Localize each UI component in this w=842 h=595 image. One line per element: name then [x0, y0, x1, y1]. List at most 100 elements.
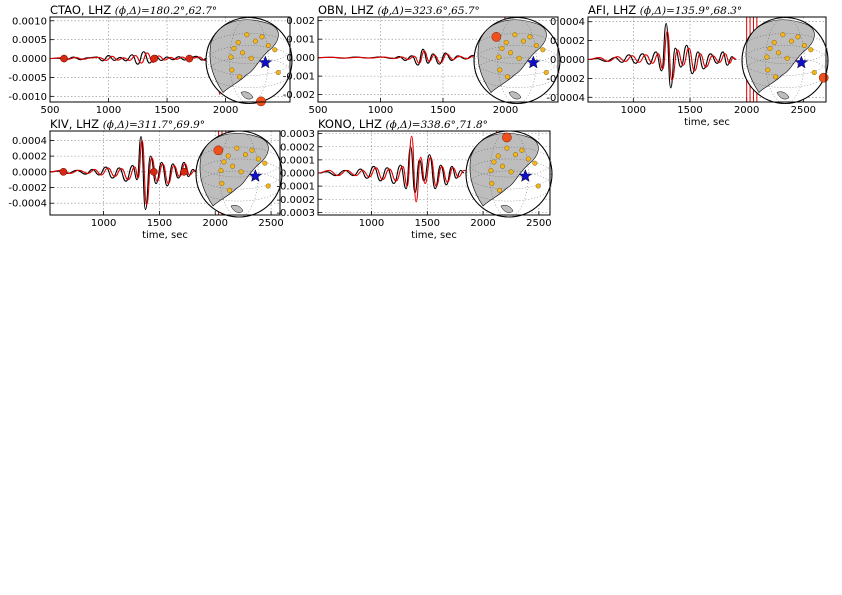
latitude-line [196, 146, 282, 178]
synthetic-trace [318, 135, 487, 203]
x-tick-label: 1500 [430, 105, 455, 116]
station-dot [218, 168, 224, 174]
panel-kono: KONO, LHZ (ϕ,Δ)=338.6°,71.8°0.00030.0002… [276, 117, 553, 241]
epicenter-star-icon [248, 168, 263, 182]
station-dot [272, 47, 278, 53]
selected-station-dot [213, 145, 224, 156]
y-tick-label: 0.001 [286, 35, 315, 46]
x-tick-label: 2000 [203, 218, 228, 229]
y-tick-label: 0.002 [286, 16, 315, 27]
station-dot [235, 39, 241, 45]
station-dot [228, 54, 234, 60]
station-dot [229, 67, 235, 73]
station-dot [497, 187, 503, 193]
station-dot [265, 183, 271, 189]
station-dot [234, 145, 240, 151]
latitude-line [474, 45, 560, 76]
epicenter-star-icon [794, 55, 809, 69]
y-tick-label: -0.0005 [8, 73, 47, 84]
x-tick-label: 2500 [258, 218, 283, 229]
x-tick-label: 2000 [734, 105, 759, 116]
station-dot [231, 45, 237, 51]
y-tick-label: -0.0004 [8, 199, 47, 210]
station-dot [238, 169, 244, 175]
y-tick-label: 0.0004 [550, 17, 585, 28]
island-shape [508, 91, 522, 100]
island-shape [500, 204, 514, 213]
station-dot [808, 47, 814, 53]
y-tick-label: 0.0001 [280, 155, 315, 166]
panel-title: KONO, LHZ (ϕ,Δ)=338.6°,71.8° [318, 117, 488, 131]
station-dot [225, 153, 231, 159]
x-tick-label: 1500 [154, 105, 179, 116]
x-axis-label: time, sec [684, 117, 730, 128]
station-dot [503, 39, 509, 45]
x-tick-label: 2000 [493, 105, 518, 116]
station-dot [496, 54, 502, 60]
station-dot [265, 42, 271, 48]
y-tick-label: 0.0002 [550, 36, 585, 47]
latitude-line [742, 57, 828, 88]
latitude-line [474, 33, 560, 64]
globe-inset [473, 16, 561, 105]
panel-angle-label: (ϕ,Δ)=338.6°,71.8° [386, 119, 488, 131]
selected-station-dot [818, 72, 829, 83]
station-dot [801, 42, 807, 48]
latitude-line [466, 158, 552, 190]
x-axis-label: time, sec [142, 230, 188, 241]
station-dot [525, 156, 531, 162]
epicenter-star-icon [518, 168, 533, 182]
window-marker [185, 54, 194, 63]
axes-frame [49, 130, 281, 216]
x-tick-label: 1500 [147, 218, 172, 229]
station-dot [244, 32, 250, 38]
station-dot [491, 159, 497, 165]
station-dot [508, 50, 514, 56]
y-tick-label: -0.0001 [276, 182, 315, 193]
station-dot [495, 153, 501, 159]
station-dot [776, 50, 782, 56]
station-dot [519, 147, 525, 153]
axes-frame [317, 130, 551, 216]
y-tick-label: 0.0000 [12, 54, 47, 65]
panel-kiv: KIV, LHZ (ϕ,Δ)=311.7°,69.9°0.00040.00020… [8, 117, 283, 241]
panel-title-text: KONO, LHZ [318, 117, 386, 131]
globe-inset [205, 16, 293, 107]
x-tick-label: 2000 [213, 105, 238, 116]
x-tick-label: 500 [308, 105, 327, 116]
window-marker [149, 167, 158, 176]
x-tick-label: 1500 [415, 218, 440, 229]
latitude-line [206, 57, 292, 88]
x-tick-label: 2500 [526, 218, 551, 229]
panel-afi: AFI, LHZ (ϕ,Δ)=135.9°,68.3°0.00040.00020… [546, 3, 829, 128]
station-dot [489, 180, 495, 186]
y-tick-label: 0.0010 [12, 16, 47, 27]
window-marker [60, 54, 68, 63]
latitude-line [466, 146, 552, 178]
synthetic-trace [50, 139, 216, 206]
station-dot [533, 42, 539, 48]
window-marker [59, 167, 68, 176]
x-tick-label: 500 [40, 105, 59, 116]
observed-trace [588, 23, 736, 89]
x-tick-label: 1000 [368, 105, 393, 116]
y-tick-label: -0.0003 [276, 208, 315, 219]
panel-obn: OBN, LHZ (ϕ,Δ)=323.6°,65.7°0.0020.0010.0… [283, 3, 561, 116]
latitude-line [206, 45, 292, 76]
panel-angle-label: (ϕ,Δ)=323.6°,65.7° [377, 5, 479, 17]
y-tick-label: -0.0002 [546, 74, 585, 85]
panel-angle-label: (ϕ,Δ)=311.7°,69.9° [103, 119, 205, 131]
station-dot [249, 147, 255, 153]
station-dot [780, 32, 786, 38]
panel-title: KIV, LHZ (ϕ,Δ)=311.7°,69.9° [50, 117, 205, 131]
x-tick-label: 1000 [359, 218, 384, 229]
y-tick-label: -0.0002 [8, 183, 47, 194]
latitude-line [206, 33, 292, 64]
y-tick-label: 0.0000 [12, 167, 47, 178]
y-tick-label: 0.0000 [280, 169, 315, 180]
selected-station-dot [502, 132, 512, 143]
station-dot [499, 45, 505, 51]
station-dot [532, 160, 538, 166]
axes-frame [317, 16, 559, 103]
